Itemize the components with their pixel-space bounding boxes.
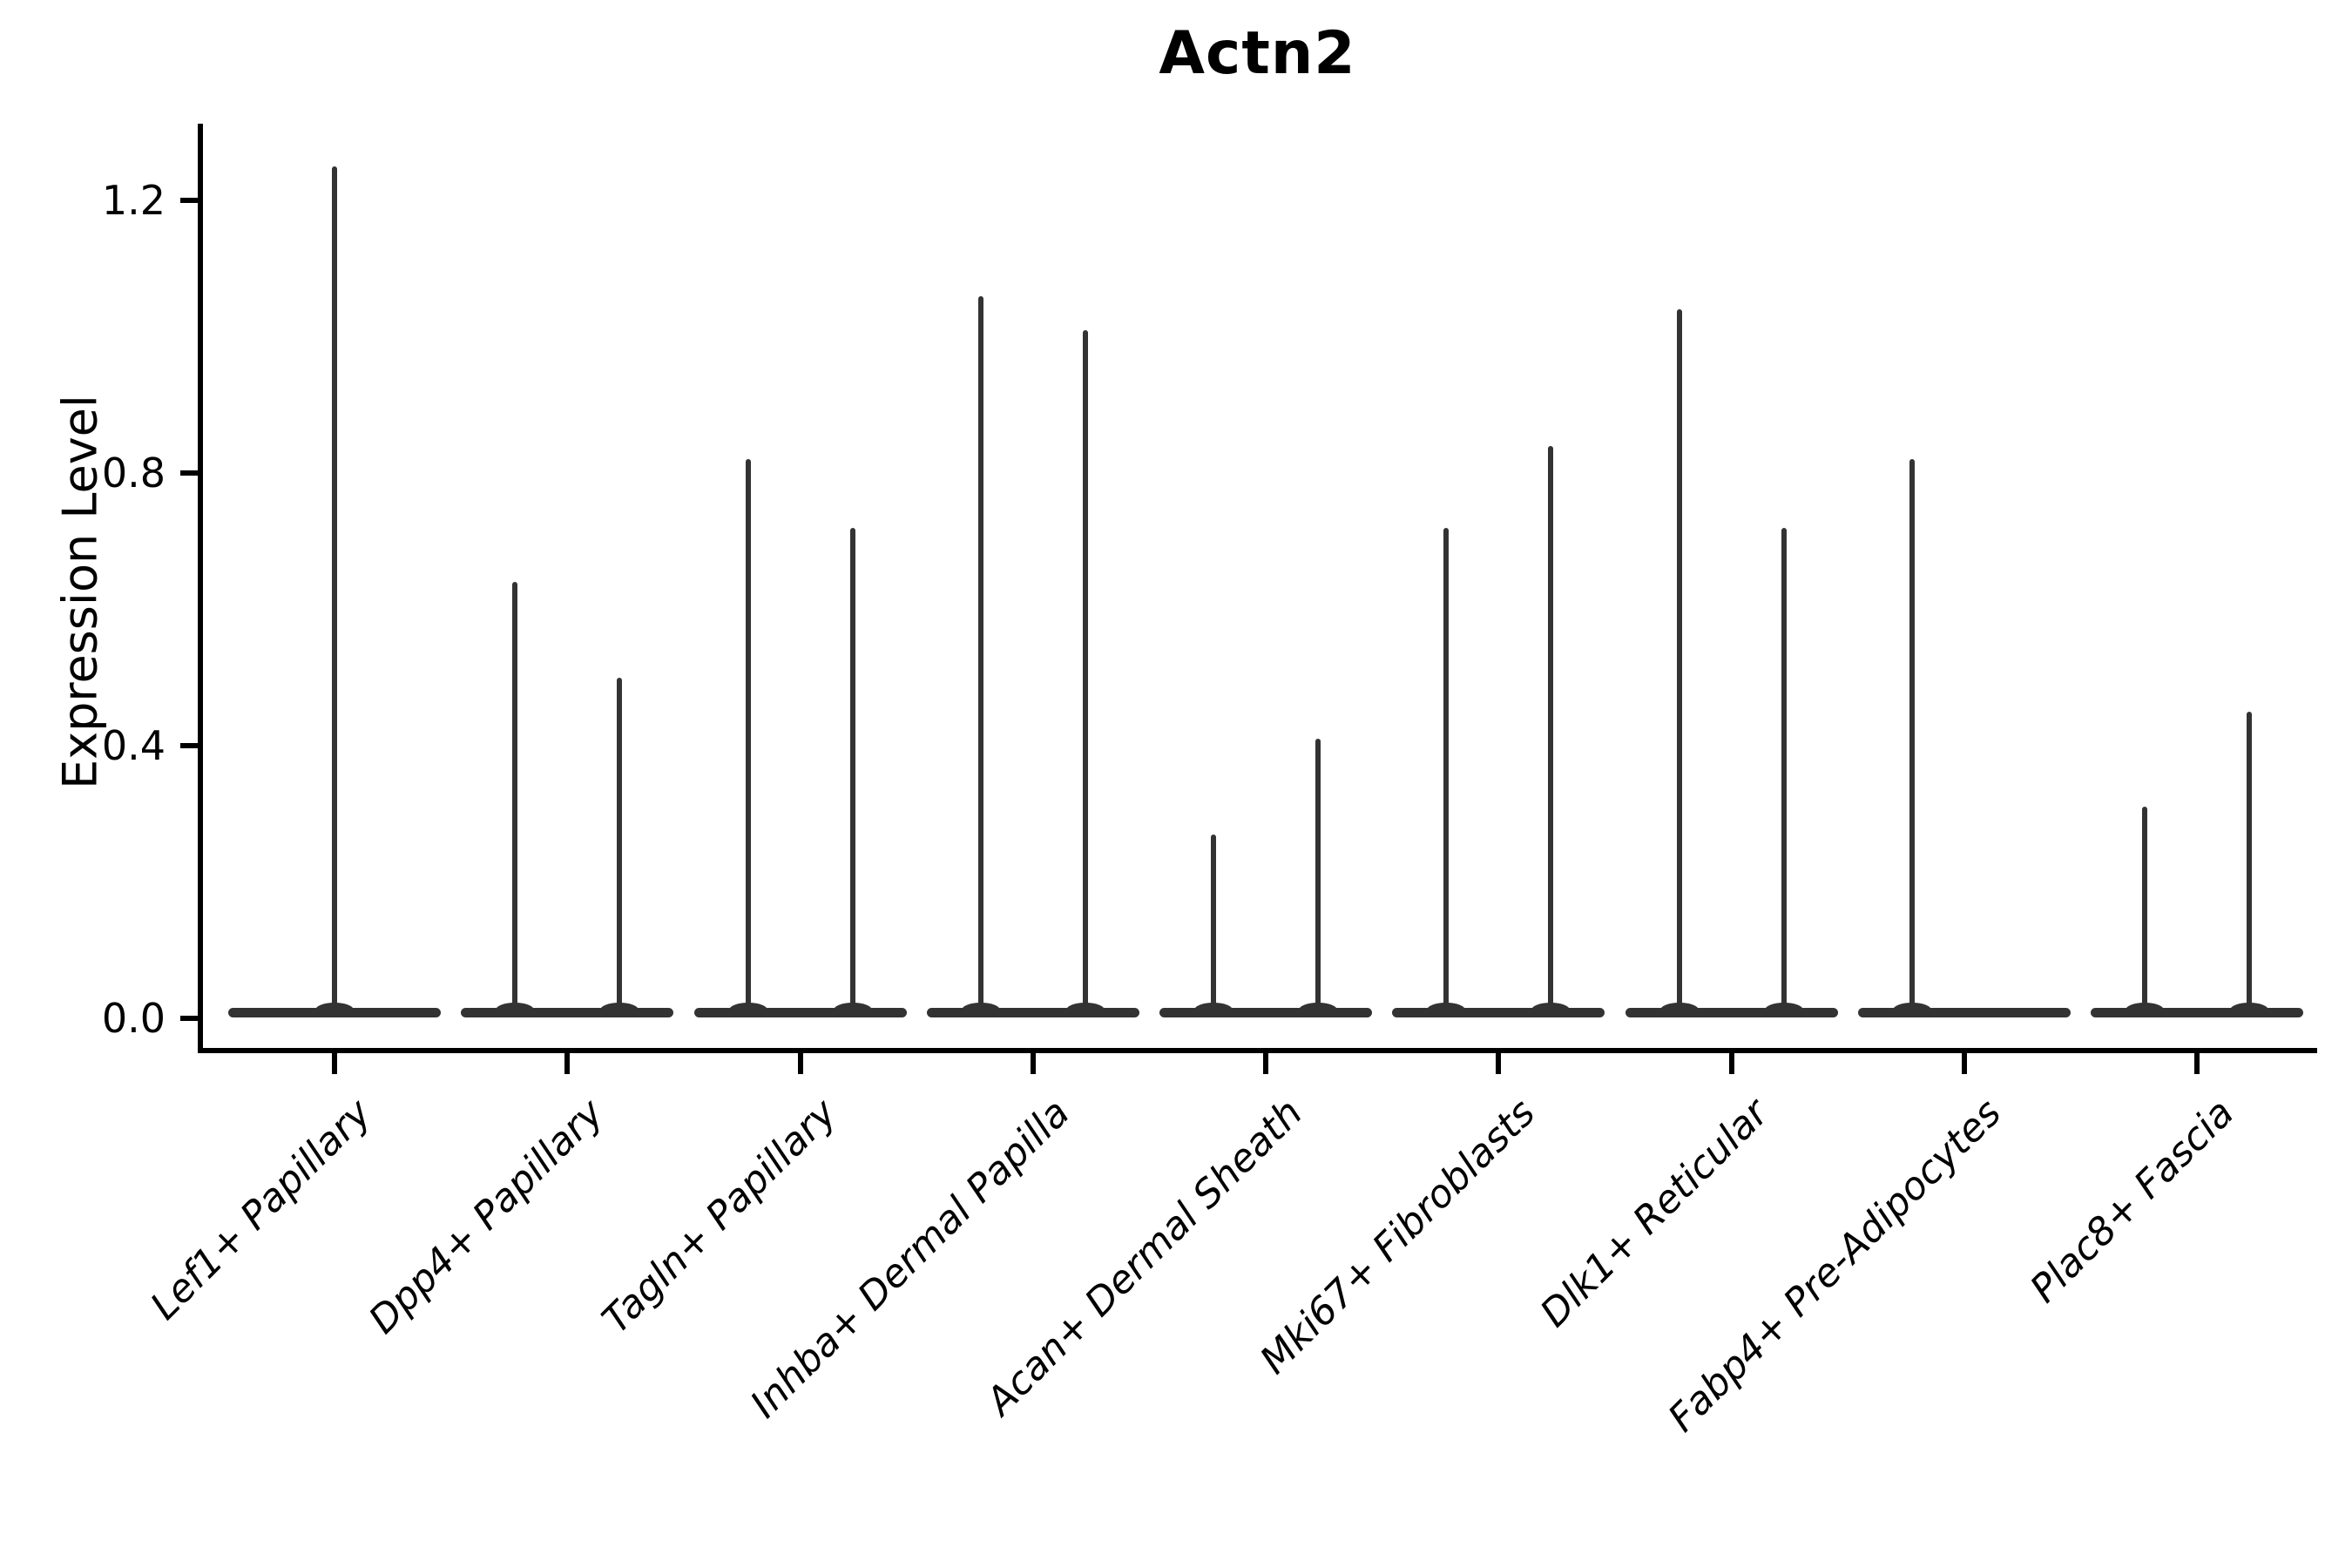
violin-zero-density-bar — [461, 1008, 674, 1017]
violin-zero-density-bar — [1625, 1008, 1838, 1017]
violin-max-spike — [512, 582, 518, 1015]
x-tick-mark — [332, 1053, 337, 1074]
y-tick-mark — [180, 1016, 198, 1021]
violin-max-spike — [617, 677, 623, 1015]
violin-max-spike — [1548, 445, 1554, 1015]
y-tick-label: 1.2 — [101, 177, 166, 224]
violin-max-spike — [1082, 329, 1088, 1015]
plot-area — [198, 124, 2317, 1053]
y-tick-label: 0.8 — [101, 449, 166, 497]
violin-max-spike — [2247, 711, 2252, 1015]
x-tick-mark — [1263, 1053, 1268, 1074]
x-tick-mark — [1030, 1053, 1036, 1074]
violin-max-spike — [745, 459, 751, 1015]
y-tick-mark — [180, 470, 198, 476]
plot-title: Actn2 — [1159, 19, 1356, 88]
x-axis-category-label: Lef1+ Papillary — [142, 1091, 381, 1329]
y-tick-label: 0.4 — [101, 722, 166, 769]
x-tick-mark — [797, 1053, 803, 1074]
x-tick-mark — [1728, 1053, 1734, 1074]
x-axis-category-label: Dlk1+ Reticular — [1531, 1091, 1777, 1336]
x-tick-mark — [2194, 1053, 2200, 1074]
x-tick-mark — [1496, 1053, 1502, 1074]
x-axis-category-label: Plac8+ Fascia — [2021, 1091, 2243, 1312]
violin-max-spike — [1781, 527, 1787, 1015]
violin-max-spike — [1315, 739, 1321, 1015]
violin-zero-density-bar — [1159, 1008, 1372, 1017]
y-tick-label: 0.0 — [101, 995, 166, 1042]
violin-max-spike — [1443, 527, 1450, 1015]
violin-zero-density-bar — [1392, 1008, 1605, 1017]
y-tick-mark — [180, 198, 198, 203]
violin-max-spike — [849, 527, 855, 1015]
x-tick-mark — [564, 1053, 571, 1074]
x-axis-category-label: Dpp4+ Papillary — [361, 1091, 613, 1343]
violin-max-spike — [1909, 459, 1915, 1015]
violin-max-spike — [1211, 834, 1216, 1015]
violin-zero-density-bar — [2091, 1008, 2303, 1017]
violin-zero-density-bar — [926, 1008, 1139, 1017]
violin-max-spike — [1676, 309, 1682, 1015]
violin-max-spike — [332, 166, 337, 1015]
y-axis-label: Expression Level — [52, 395, 108, 789]
violin-max-spike — [977, 295, 983, 1015]
x-tick-mark — [1961, 1053, 1967, 1074]
violin-zero-density-bar — [1857, 1008, 2071, 1017]
y-tick-mark — [180, 743, 198, 748]
violin-max-spike — [2142, 807, 2147, 1015]
x-axis-category-label: Tagln+ Papillary — [593, 1091, 846, 1342]
violin-zero-density-bar — [693, 1008, 907, 1017]
